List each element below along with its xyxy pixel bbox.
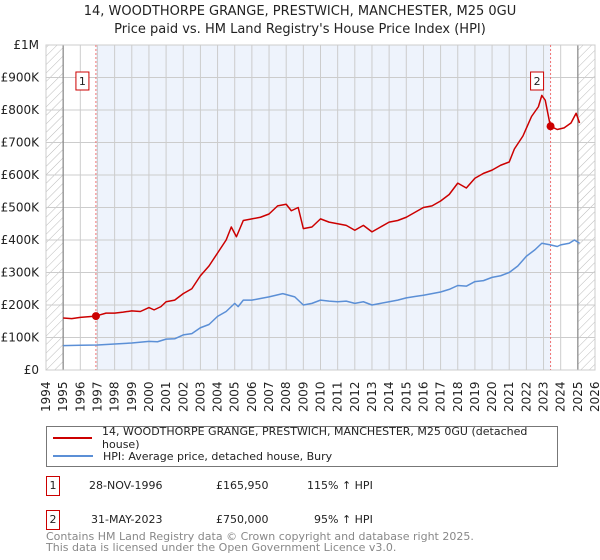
x-tick-label: 2019 [468, 381, 482, 412]
x-tick-label: 2011 [331, 381, 345, 412]
sale-badge-label: 2 [534, 75, 541, 88]
x-tick-label: 1996 [73, 381, 87, 412]
price-chart: 1994 1995 1996 1997 1998 1999 2000 2001 2002 2003… [1, 38, 600, 412]
x-tick-label: 2017 [434, 381, 448, 412]
sale-date: 28-NOV-1996 [89, 479, 163, 492]
x-tick-label: 2018 [451, 381, 465, 412]
y-tick-label: £700K [1, 136, 41, 150]
x-tick-label: 2000 [142, 381, 156, 412]
sale-date: 31-MAY-2023 [91, 513, 163, 526]
x-tick-label: 2012 [348, 381, 362, 412]
x-tick-label: 2014 [382, 381, 396, 412]
y-tick-label: £200K [1, 298, 41, 312]
x-tick-label: 1998 [108, 381, 122, 412]
x-tick-label: 2009 [296, 381, 310, 412]
sale-row: 2 31-MAY-2023 £750,000 95% ↑ HPI [46, 510, 506, 530]
plot-border [45, 44, 596, 371]
sale-badge-label: 1 [79, 75, 86, 88]
y-tick-label: £0 [24, 363, 39, 377]
sale-badge [530, 71, 545, 91]
x-tick-label: 1995 [56, 381, 70, 412]
sale-badge [75, 71, 90, 91]
sale-hpi-diff: 95% ↑ HPI [314, 513, 373, 526]
y-tick-label: £600K [1, 168, 41, 182]
y-tick-label: £900K [1, 71, 41, 85]
chart-title: 14, WOODTHORPE GRANGE, PRESTWICH, MANCHE… [83, 4, 517, 19]
x-tick-label: 1997 [90, 381, 104, 412]
x-tick-label: 2006 [245, 381, 259, 412]
sale-hpi-diff: 115% ↑ HPI [307, 479, 373, 492]
sale-price: £750,000 [216, 513, 269, 526]
x-tick-label: 2008 [279, 381, 293, 412]
x-tick-label: 2015 [399, 381, 413, 412]
x-tick-label: 1999 [125, 381, 139, 412]
footer-copyright: Contains HM Land Registry data © Crown c… [46, 530, 474, 543]
sale-marker-badge: 2 [46, 510, 60, 530]
sale-row: 1 28-NOV-1996 £165,950 115% ↑ HPI [46, 476, 506, 496]
sale-point [91, 312, 100, 321]
x-tick-label: 2003 [193, 381, 207, 412]
legend-label: 14, WOODTHORPE GRANGE, PRESTWICH, MANCHE… [102, 425, 528, 451]
legend: 14, WOODTHORPE GRANGE, PRESTWICH, MANCHE… [46, 425, 558, 467]
x-tick-label: 2026 [588, 381, 600, 412]
sale-price: £165,950 [216, 479, 269, 492]
x-tick-label: 2020 [485, 381, 499, 412]
x-tick-label: 2010 [314, 381, 328, 412]
x-tick-label: 2001 [159, 381, 173, 412]
legend-swatch [53, 437, 93, 439]
x-tick-label: 2007 [262, 381, 276, 412]
y-tick-label: £100K [1, 331, 41, 345]
y-tick-label: £500K [1, 201, 41, 215]
x-tick-label: 1994 [39, 381, 53, 412]
chart-subtitle: Price paid vs. HM Land Registry's House … [114, 22, 486, 37]
y-tick-label: £1M [13, 38, 39, 52]
hpi-line [63, 239, 580, 347]
legend-item-hpi: HPI: Average price, detached house, Bury [53, 448, 332, 464]
x-tick-label: 2022 [519, 381, 533, 412]
sale-marker-badge: 1 [46, 476, 60, 496]
legend-item-property: 14, WOODTHORPE GRANGE, PRESTWICH, MANCHE… [53, 425, 557, 451]
legend-swatch [53, 455, 93, 457]
legend-label: HPI: Average price, detached house, Bury [103, 449, 333, 463]
x-tick-label: 2025 [571, 381, 585, 412]
y-tick-label: £800K [1, 103, 41, 117]
x-tick-label: 2021 [502, 381, 516, 412]
x-tick-label: 2023 [537, 381, 551, 412]
x-tick-label: 2024 [554, 381, 568, 412]
sale-point [546, 122, 555, 131]
x-tick-label: 2002 [176, 381, 190, 412]
property-price-line [63, 94, 581, 320]
y-tick-label: £300K [1, 266, 41, 280]
x-tick-label: 2016 [416, 381, 430, 412]
x-tick-label: 2005 [228, 381, 242, 412]
y-tick-label: £400K [1, 233, 41, 247]
x-tick-label: 2013 [365, 381, 379, 412]
x-tick-label: 2004 [211, 381, 225, 412]
footer-licence: This data is licensed under the Open Gov… [46, 541, 397, 554]
